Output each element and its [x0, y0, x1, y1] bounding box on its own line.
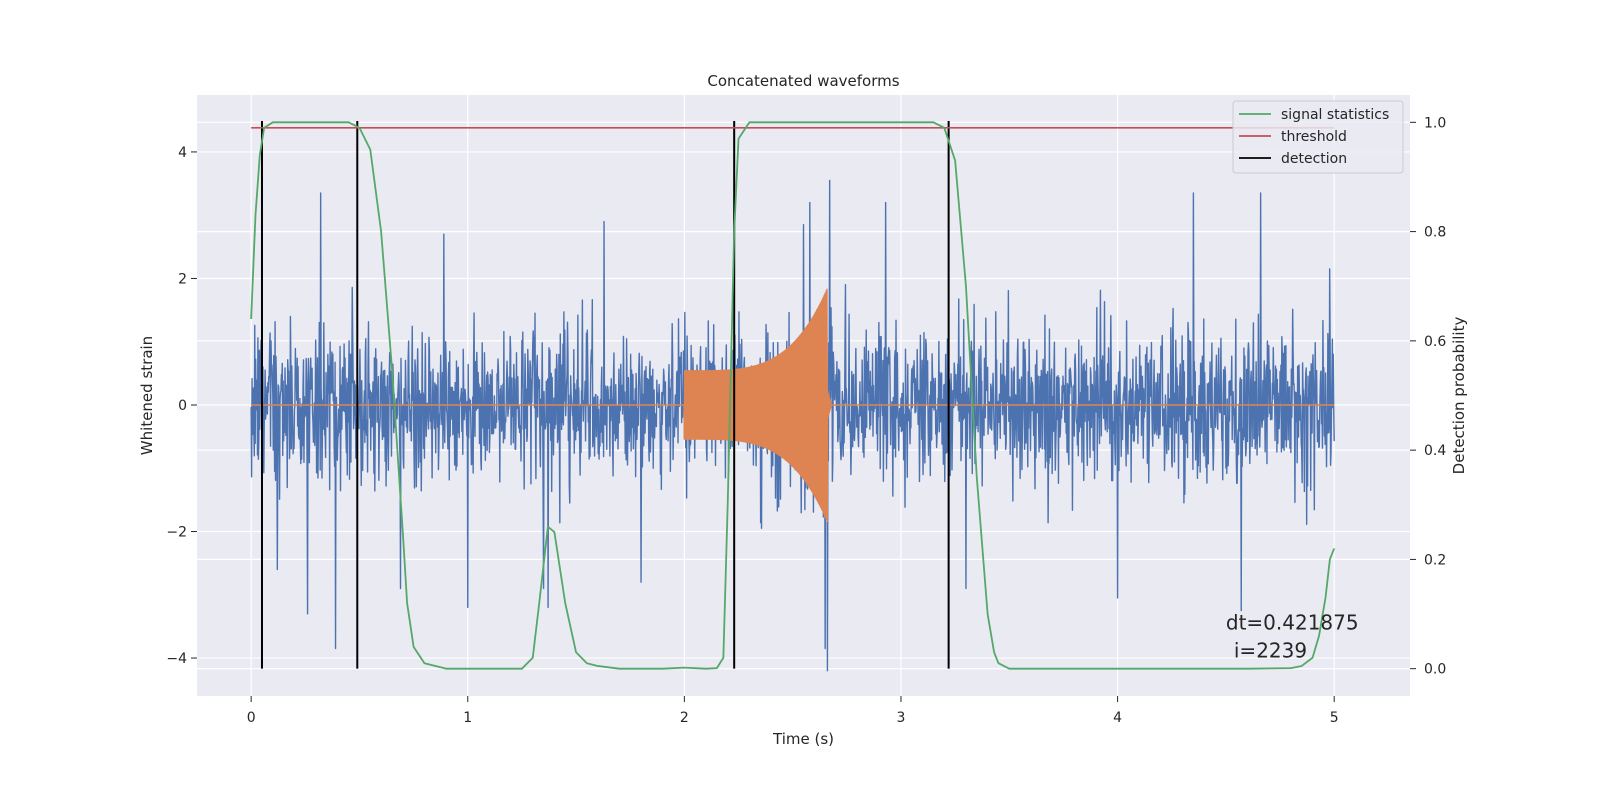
x-tick-label: 1 [463, 710, 472, 726]
y-tick-label: 4 [178, 145, 187, 161]
axes: 0 1 2 3 4 5 −4 −2 0 2 4 0.0 0.2 0.4 0.6 0.8 1.0 [166, 115, 1446, 726]
legend-label: signal statistics [1281, 107, 1389, 123]
chart-title: Concatenated waveforms [707, 72, 899, 90]
y-right-tick-label: 0.0 [1424, 662, 1446, 678]
y-right-tick-label: 0.2 [1424, 552, 1446, 568]
x-tick-label: 5 [1330, 710, 1339, 726]
legend: signal statistics threshold detection [1232, 100, 1404, 174]
signal-statistics-line [250, 121, 1336, 670]
y-right-tick-label: 1.0 [1424, 115, 1446, 131]
annotation-dt: dt=0.421875 [1226, 611, 1359, 635]
y-right-tick-label: 0.6 [1424, 334, 1446, 350]
y-right-tick-label: 0.8 [1424, 225, 1446, 241]
x-tick-label: 2 [680, 710, 689, 726]
x-tick-label: 3 [897, 710, 906, 726]
y-tick-label: −4 [166, 651, 187, 667]
y-tick-label: 0 [178, 398, 187, 414]
legend-box [1232, 100, 1404, 174]
x-axis-label: Time (s) [772, 730, 834, 748]
y-right-tick-label: 0.4 [1424, 443, 1446, 459]
y-axis-right-label: Detection probability [1450, 317, 1468, 475]
waveform-line [251, 288, 1335, 523]
legend-label: detection [1281, 151, 1347, 167]
legend-label: threshold [1281, 129, 1347, 145]
y-axis-label: Whitened strain [138, 336, 156, 455]
annotation: dt=0.421875 i=2239 [1226, 611, 1359, 663]
annotation-index: i=2239 [1234, 639, 1307, 663]
data-layer [250, 121, 1336, 672]
y-tick-label: 2 [178, 271, 187, 287]
x-tick-label: 0 [247, 710, 256, 726]
x-tick-label: 4 [1113, 710, 1122, 726]
y-tick-label: −2 [166, 525, 187, 541]
